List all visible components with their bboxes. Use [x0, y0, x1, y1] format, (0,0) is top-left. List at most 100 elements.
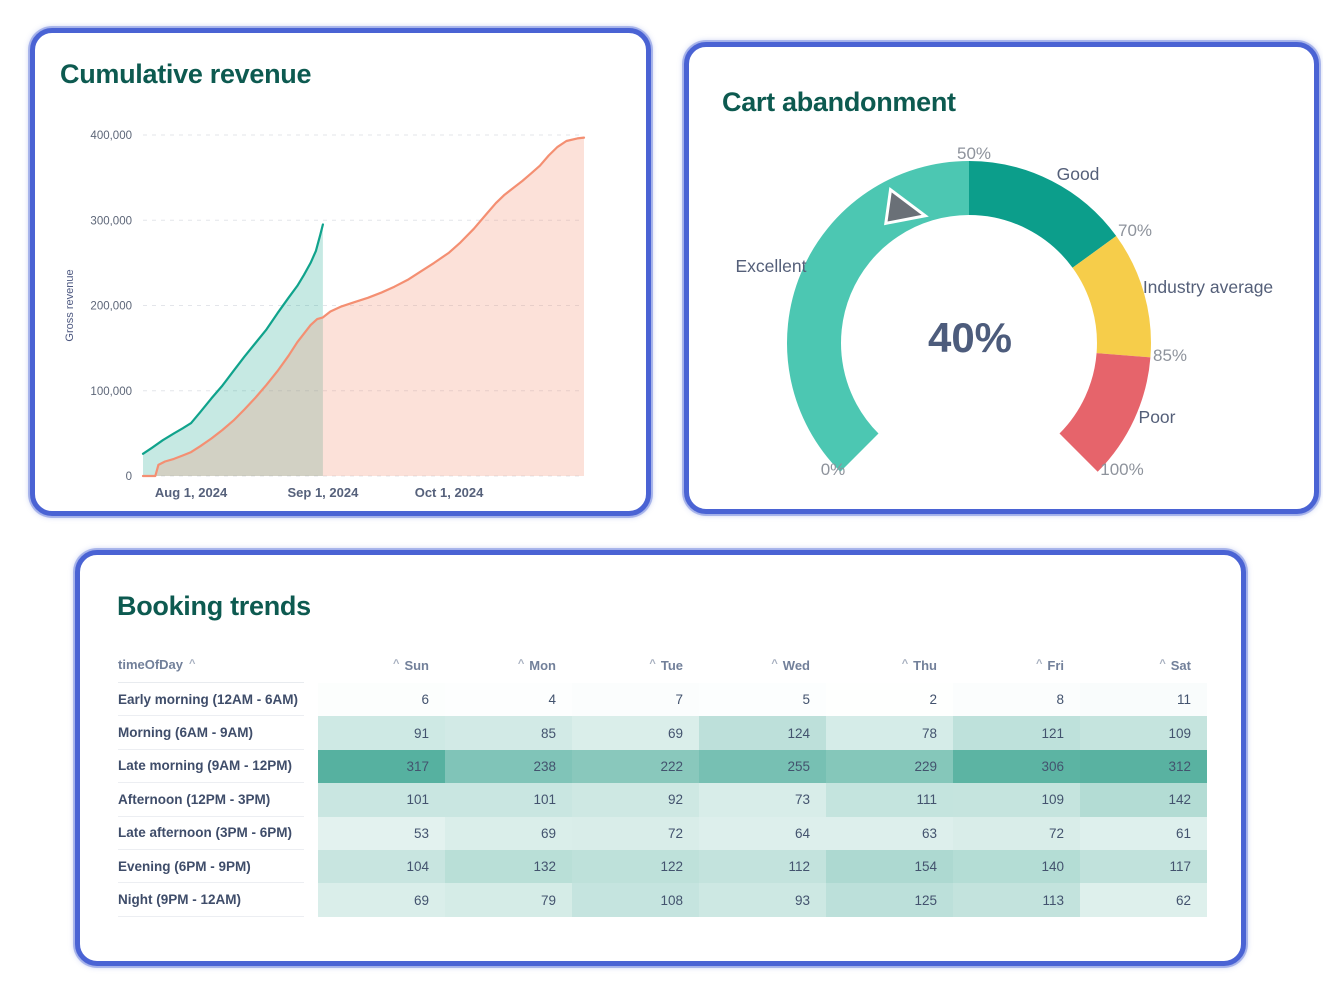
row-label: Evening (6PM - 9PM): [118, 850, 304, 884]
revenue-card-title: Cumulative revenue: [60, 59, 312, 89]
x-axis-tick-label: Sep 1, 2024: [288, 485, 360, 500]
row-label: Late morning (9AM - 12PM): [118, 750, 304, 784]
column-header-label: Mon: [529, 657, 556, 673]
gauge-category-label: Excellent: [735, 256, 806, 276]
heatmap-cell-tue: 222: [572, 749, 699, 784]
gauge-tick-label: 85%: [1153, 346, 1187, 365]
gauge-tick-label: 100%: [1100, 460, 1143, 479]
heatmap-cell-sun: 6: [318, 683, 445, 717]
heatmap-cell-tue: 122: [572, 849, 699, 884]
x-axis-tick-label: Aug 1, 2024: [155, 485, 228, 500]
heatmap-cell-tue: 72: [572, 816, 699, 850]
heatmap-cell-fri: 109: [953, 783, 1080, 817]
row-label: Early morning (12AM - 6AM): [118, 683, 304, 717]
sort-caret-icon: ^: [649, 658, 656, 670]
heatmap-cell-thu: 2: [826, 683, 953, 717]
heatmap-cell-wed: 124: [699, 716, 826, 750]
y-axis-title: Gross revenue: [64, 269, 76, 341]
heatmap-cell-wed: 93: [699, 883, 826, 917]
booking-trends-heatmap: timeOfDay ^ ^ Sun ^ Mon ^ Tue ^ Wed ^ Thu ^ Fri ^ Sat Ea…: [118, 647, 1207, 917]
heatmap-cell-sat: 11: [1080, 683, 1207, 717]
gauge-tick-label: 0%: [821, 460, 846, 479]
heatmap-cell-wed: 73: [699, 783, 826, 817]
gauge-needle: [884, 186, 929, 226]
column-header-wed[interactable]: ^ Wed: [699, 647, 826, 683]
row-label: Late afternoon (3PM - 6PM): [118, 817, 304, 850]
heatmap-cell-sat: 117: [1080, 849, 1207, 884]
column-header-thu[interactable]: ^ Thu: [826, 647, 953, 683]
heatmap-cell-thu: 125: [826, 883, 953, 917]
heatmap-cell-wed: 255: [699, 749, 826, 784]
cart-abandonment-card: Cart abandonment 0% 50% 70% 85% 100% Excellen…: [684, 42, 1319, 514]
gauge-category-label: Good: [1057, 164, 1100, 184]
heatmap-row: Late morning (9AM - 12PM) 317 238 222 255 229…: [118, 749, 1207, 784]
row-label: Afternoon (12PM - 3PM): [118, 783, 304, 817]
heatmap-cell-sun: 91: [318, 716, 445, 750]
heatmap-row: Evening (6PM - 9PM) 104 132 122 112 154 140 117: [118, 849, 1207, 884]
column-header-mon[interactable]: ^ Mon: [445, 647, 572, 683]
heatmap-cell-mon: 79: [445, 883, 572, 917]
heatmap-cell-mon: 4: [445, 683, 572, 717]
sort-caret-icon: ^: [771, 658, 778, 670]
column-header-fri[interactable]: ^ Fri: [953, 647, 1080, 683]
line-previous-period: [141, 223, 324, 455]
area-fill-previous-period: [143, 224, 323, 476]
column-header-label: timeOfDay: [118, 657, 184, 672]
column-gap: [304, 850, 318, 883]
column-gap: [304, 683, 318, 716]
heatmap-cell-thu: 63: [826, 816, 953, 850]
row-label: Night (9PM - 12AM): [118, 883, 304, 917]
column-header-label: Wed: [782, 657, 810, 673]
heatmap-cell-tue: 69: [572, 716, 699, 750]
gauge-category-label: Poor: [1139, 407, 1176, 427]
heatmap-row: Afternoon (12PM - 3PM) 101 101 92 73 111 109 14…: [118, 783, 1207, 817]
heatmap-cell-wed: 112: [699, 849, 826, 884]
sort-caret-icon: ^: [393, 658, 400, 670]
column-gap: [304, 883, 318, 916]
column-header-timeofday[interactable]: timeOfDay ^: [118, 647, 304, 683]
revenue-area-chart: 0 100,000 200,000 300,000 400,000 Aug 1, 2024…: [57, 119, 632, 504]
heatmap-cell-tue: 92: [572, 783, 699, 817]
column-header-label: Tue: [660, 657, 683, 673]
column-header-sat[interactable]: ^ Sat: [1080, 647, 1207, 683]
column-header-tue[interactable]: ^ Tue: [572, 647, 699, 683]
heatmap-cell-mon: 69: [445, 816, 572, 850]
heatmap-cell-tue: 108: [572, 883, 699, 917]
heatmap-cell-mon: 101: [445, 783, 572, 817]
sort-caret-icon: ^: [1159, 658, 1166, 670]
heatmap-cell-fri: 121: [953, 716, 1080, 750]
sort-caret-icon: ^: [517, 658, 525, 670]
heatmap-cell-fri: 8: [953, 683, 1080, 717]
column-header-label: Thu: [913, 657, 937, 673]
y-axis-tick-label: 100,000: [90, 386, 132, 398]
heatmap-cell-wed: 5: [699, 683, 826, 717]
cart-abandonment-card-title: Cart abandonment: [722, 87, 956, 117]
heatmap-cell-sun: 53: [318, 816, 445, 850]
sort-caret-icon: ^: [901, 658, 909, 670]
cart-abandonment-gauge: 0% 50% 70% 85% 100% Excellent Good Industry ave…: [689, 47, 1314, 509]
y-axis-tick-label: 300,000: [90, 215, 132, 227]
row-label: Morning (6AM - 9AM): [118, 716, 304, 750]
booking-trends-card: Booking trends timeOfDay ^ ^ Sun ^ Mon ^ Tue ^ We…: [75, 550, 1246, 966]
gauge-tick-label: 70%: [1118, 221, 1152, 240]
gauge-category-label: Industry average: [1143, 277, 1273, 297]
revenue-chart-svg: 0 100,000 200,000 300,000 400,000 Aug 1, 2024…: [64, 130, 586, 500]
column-header-label: Fri: [1047, 657, 1064, 673]
heatmap-cell-mon: 238: [445, 749, 572, 784]
heatmap-cell-fri: 306: [953, 749, 1080, 784]
area-fill-current-period: [143, 137, 584, 476]
line-current-period: [141, 136, 586, 478]
gauge-segment-industry-average: [1072, 236, 1151, 358]
heatmap-cell-sat: 109: [1080, 716, 1207, 750]
heatmap-cell-mon: 85: [445, 716, 572, 750]
heatmap-cell-sat: 312: [1080, 749, 1207, 784]
gauge-chart-svg: 0% 50% 70% 85% 100% Excellent Good Industry ave…: [735, 144, 1273, 479]
column-gap: [304, 817, 318, 850]
sort-caret-icon: ^: [1035, 658, 1043, 670]
heatmap-header-row: timeOfDay ^ ^ Sun ^ Mon ^ Tue ^ Wed ^ Thu ^ Fri ^ Sat: [118, 647, 1207, 683]
heatmap-cell-sun: 69: [318, 883, 445, 917]
heatmap-cell-wed: 64: [699, 816, 826, 850]
column-header-sun[interactable]: ^ Sun: [318, 647, 445, 683]
column-header-label: Sat: [1170, 657, 1191, 673]
